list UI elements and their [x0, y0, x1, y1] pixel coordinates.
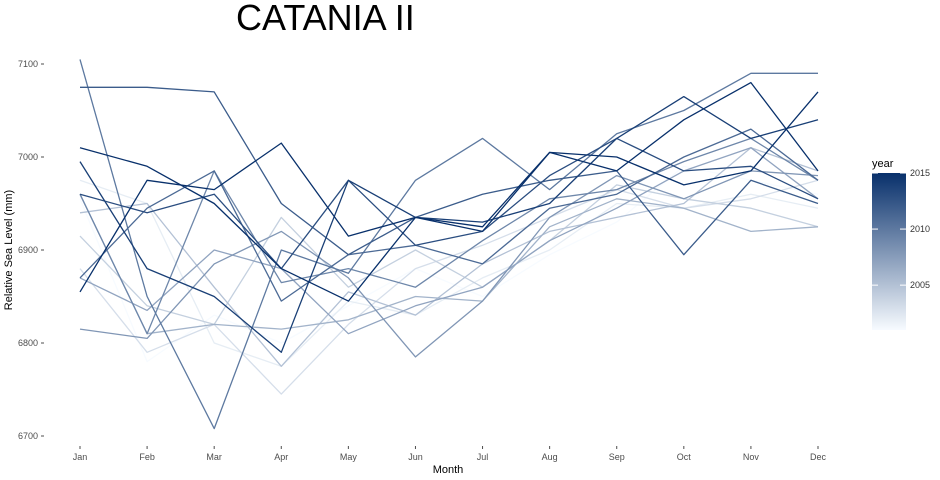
y-tick-label: 7100 [18, 59, 38, 69]
y-tick-label: 7000 [18, 152, 38, 162]
series-line-2014 [79, 95, 819, 353]
x-tick-label: Jun [408, 452, 423, 462]
series-line-2015 [79, 91, 819, 293]
legend-tick-label: 2015 [910, 168, 930, 178]
x-axis: Jan Feb Mar Apr May Jun Jul Aug Sep Oct Nov Dec [73, 446, 827, 462]
series-line-2008 [79, 170, 819, 358]
chart-title: CATANIA II [236, 0, 415, 38]
series-line-2001 [79, 165, 819, 363]
legend: year 2005 2010 2015 [872, 158, 930, 330]
series-line-2015 [79, 81, 819, 302]
x-tick-label: Oct [677, 452, 692, 462]
y-tick-label: 6700 [18, 431, 38, 441]
y-axis: 6700 6800 6900 7000 7100 [18, 59, 44, 441]
series-line-2012 [80, 86, 819, 256]
legend-tick-label: 2010 [910, 224, 930, 234]
x-tick-label: Aug [542, 452, 558, 462]
y-tick-label: 6900 [18, 245, 38, 255]
y-tick-label: 6800 [18, 338, 38, 348]
legend-ticks: 2005 2010 2015 [872, 168, 930, 290]
x-tick-label: Mar [206, 452, 222, 462]
legend-title: year [872, 158, 894, 170]
series-line-2006 [79, 193, 819, 335]
x-tick-label: May [340, 452, 358, 462]
series-line-2004 [79, 184, 819, 326]
legend-colorbar [872, 173, 906, 330]
series-lines [79, 59, 819, 430]
series-line-2011 [79, 128, 819, 302]
series-line-2002 [79, 179, 819, 367]
x-tick-label: Nov [743, 452, 760, 462]
legend-tick-label: 2005 [910, 280, 930, 290]
x-tick-label: Dec [810, 452, 827, 462]
y-axis-label: Relative Sea Level (mm) [3, 190, 15, 310]
series-line-2009 [79, 137, 819, 335]
series-line-2007 [79, 147, 819, 335]
x-tick-label: Feb [139, 452, 155, 462]
x-tick-label: Apr [274, 452, 288, 462]
x-tick-label: Jul [477, 452, 489, 462]
x-tick-label: Sep [609, 452, 625, 462]
x-axis-label: Month [433, 464, 464, 476]
series-line-2010 [79, 59, 818, 430]
x-tick-label: Jan [73, 452, 88, 462]
series-line-2003 [79, 179, 819, 395]
